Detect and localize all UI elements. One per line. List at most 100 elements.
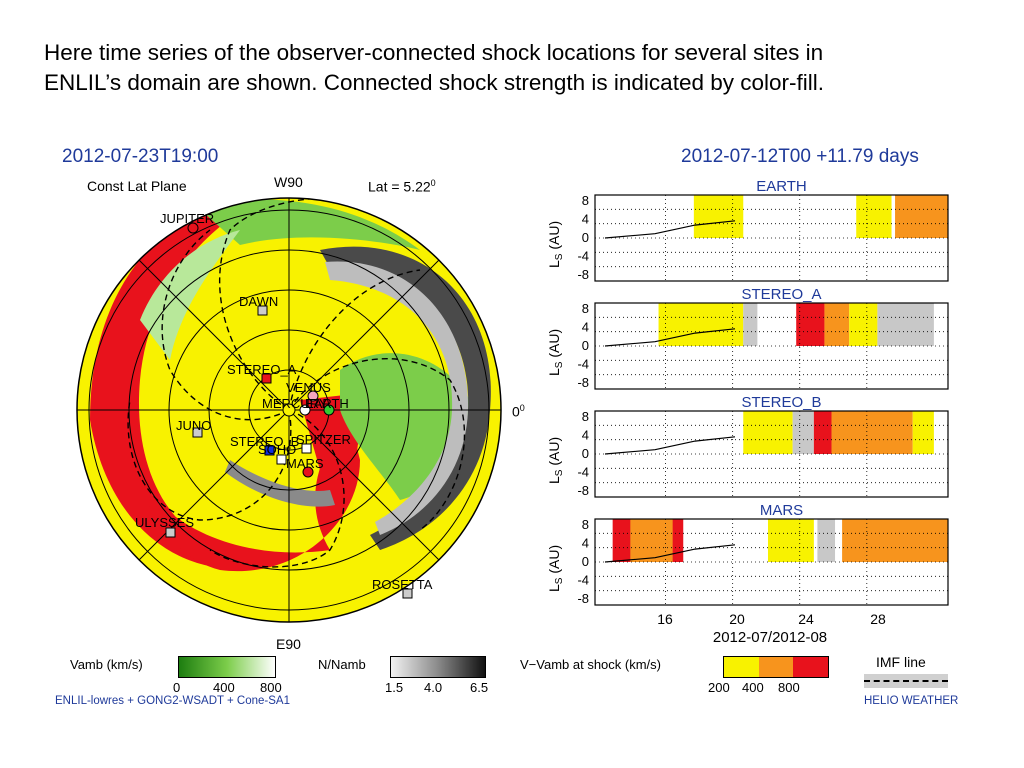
site-label-rosetta: ROSETTA (372, 577, 433, 592)
spitzer-marker (301, 443, 312, 454)
w90-label: W90 (274, 174, 303, 190)
y-tick-label: 4 (582, 428, 589, 443)
y-tick-label: 4 (582, 536, 589, 551)
y-tick-label: 8 (582, 193, 589, 208)
nnamb-tick-1: 1.5 (385, 680, 404, 695)
mercury-marker (299, 404, 311, 416)
plane-label: Const Lat Plane (87, 178, 187, 194)
shock-fill (743, 411, 793, 454)
shock-fill (767, 519, 814, 562)
panel-title: STEREO_B (741, 394, 821, 411)
site-label-mars: MARS (286, 456, 324, 471)
stereo-a-marker (261, 373, 272, 384)
shock-fill (813, 411, 832, 454)
y-axis-label: LS (AU) (546, 221, 565, 268)
site-label-venus: VENUS (286, 380, 331, 395)
site-label-dawn: DAWN (239, 294, 279, 309)
y-tick-label: -8 (577, 591, 589, 606)
y-axis-label: LS (AU) (546, 329, 565, 376)
panel-title: STEREO_A (741, 286, 821, 303)
earth-marker (323, 404, 335, 416)
site-label-mercury: MERCURY (262, 396, 328, 411)
panel-stereo-a: STEREO_A 8 4 0 -4 -8 LS (AU) (546, 286, 949, 390)
y-tick-label: 0 (582, 554, 589, 569)
y-tick-label: 0 (582, 446, 589, 461)
y-tick-label: -4 (577, 465, 589, 480)
shock-tick-1: 200 (708, 680, 730, 695)
y-axis-label: LS (AU) (546, 545, 565, 592)
lat-label: Lat = 5.220 (368, 178, 436, 195)
faint-date: 2014-03-10 (522, 695, 581, 707)
shock-fill (895, 195, 948, 238)
shock-tick-2: 400 (742, 680, 764, 695)
shock-colorbar (723, 656, 829, 678)
panel-title: MARS (760, 502, 803, 519)
y-tick-label: 8 (582, 517, 589, 532)
ulysses-marker (165, 527, 176, 538)
juno-marker (192, 427, 203, 438)
site-label-jupiter: JUPITER (160, 211, 215, 226)
vamb-tick-0: 0 (173, 680, 181, 695)
shock-fill (824, 303, 850, 346)
dawn-marker (257, 305, 268, 316)
jupiter-marker (187, 222, 199, 234)
imf-legend-title: IMF line (876, 654, 926, 670)
nnamb-colorbar (390, 656, 486, 678)
rosetta-marker (402, 588, 413, 599)
zero-deg-label: 00 (512, 403, 525, 420)
mars-marker (302, 466, 314, 478)
polar-timestamp: 2012-07-23T19:00 (62, 146, 219, 167)
model-footer: ENLIL-lowres + GONG2-WSADT + Cone-SA1 (55, 695, 290, 707)
brand-footer: HELIO WEATHER (864, 695, 959, 707)
x-axis-label: 2012-07/2012-08 (713, 629, 827, 646)
y-tick-label: -4 (577, 573, 589, 588)
caption: Here time series of the observer-connect… (44, 38, 1004, 98)
site-label-soho: SOHO (258, 442, 297, 457)
nnamb-legend-title: N/Namb (318, 657, 366, 672)
y-tick-label: -8 (577, 375, 589, 390)
panel-title: EARTH (756, 178, 807, 195)
venus-marker (307, 390, 319, 402)
x-tick-label: 24 (798, 611, 814, 627)
shock-fill (792, 411, 814, 454)
panel-stereo-b: STEREO_B 8 4 0 -4 -8 LS (AU) (546, 394, 949, 498)
shock-fill (866, 195, 892, 238)
y-tick-label: 0 (582, 230, 589, 245)
shock-tick-3: 800 (778, 680, 800, 695)
y-axis-label: LS (AU) (546, 437, 565, 484)
y-tick-label: 8 (582, 301, 589, 316)
site-label-stereo-a: STEREO_A (227, 362, 297, 377)
shock-fill (693, 195, 744, 238)
site-label-stereo-b: STEREO_B (230, 434, 300, 449)
y-tick-label: -4 (577, 249, 589, 264)
panel-mars: MARS 8 4 0 -4 -8 LS (AU) (546, 502, 949, 606)
soho-marker (276, 454, 287, 465)
stereo-b-marker (264, 445, 275, 456)
vamb-legend-title: Vamb (km/s) (70, 657, 143, 672)
shock-legend-title: V−Vamb at shock (km/s) (520, 657, 661, 672)
y-tick-label: 8 (582, 409, 589, 424)
site-label-spitzer: SPITZER (296, 432, 351, 447)
sun-marker (282, 403, 296, 417)
nnamb-tick-2: 4.0 (424, 680, 443, 695)
shock-fill (831, 411, 913, 454)
y-tick-label: 4 (582, 212, 589, 227)
shock-fill (842, 519, 948, 562)
imf-legend-swatch (864, 674, 948, 688)
x-tick-label: 16 (657, 611, 673, 627)
e90-label: E90 (276, 636, 301, 652)
shock-fill (912, 411, 934, 454)
shock-fill (849, 303, 878, 346)
site-label-juno: JUNO (176, 418, 212, 433)
y-tick-label: -4 (577, 357, 589, 372)
shock-fill (743, 303, 758, 346)
vamb-tick-400: 400 (213, 680, 235, 695)
timeseries-title: 2012-07-12T00 +11.79 days (681, 146, 919, 167)
nnamb-tick-3: 6.5 (470, 680, 489, 695)
site-label-ulysses: ULYSSES (135, 515, 195, 530)
panel-earth: EARTH 8 4 0 -4 -8 LS (AU) (546, 178, 949, 282)
x-tick-label: 28 (870, 611, 886, 627)
shock-fill (817, 519, 836, 562)
caption-line-1: Here time series of the observer-connect… (44, 40, 824, 65)
